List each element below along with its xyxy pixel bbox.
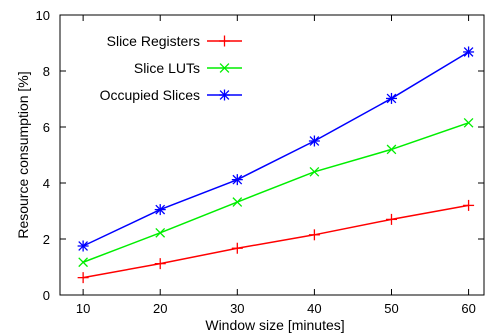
data-point (155, 227, 166, 238)
legend-label: Slice LUTs (134, 60, 200, 76)
data-point (231, 174, 243, 186)
data-point (77, 240, 89, 252)
x-axis-ticks: 10 20 30 40 50 60 (76, 15, 476, 316)
y-tick-label: 0 (43, 288, 50, 303)
data-point (309, 166, 320, 177)
legend-label: Occupied Slices (100, 87, 200, 103)
y-tick-label: 8 (43, 64, 50, 79)
y-tick-label: 2 (43, 232, 50, 247)
y-tick-label: 4 (43, 176, 50, 191)
data-point (463, 46, 475, 58)
y-tick-label: 6 (43, 120, 50, 135)
data-point (386, 144, 397, 155)
legend-marker (219, 35, 230, 47)
data-point (78, 257, 88, 268)
data-point (385, 213, 397, 225)
data-point (232, 197, 243, 207)
legend-marker (219, 63, 230, 73)
series-line-3 (82, 51, 469, 247)
legend-label: Slice Registers (107, 33, 200, 49)
plot-frame (59, 14, 485, 296)
series-line-2 (82, 122, 469, 263)
x-tick-label: 60 (461, 301, 475, 316)
x-tick-label: 40 (307, 301, 321, 316)
y-tick-label: 10 (36, 8, 50, 23)
x-tick-label: 10 (76, 301, 90, 316)
data-point (77, 272, 89, 284)
x-tick-label: 30 (230, 301, 244, 316)
series-line-1 (82, 204, 469, 279)
y-axis-ticks: 0 2 4 6 8 10 (36, 8, 484, 303)
x-tick-label: 50 (384, 301, 398, 316)
legend-marker (219, 89, 230, 101)
data-point (385, 92, 397, 104)
series-layer (77, 46, 475, 284)
x-tick-label: 20 (153, 301, 167, 316)
data-point (154, 204, 166, 216)
data-point (463, 199, 475, 211)
data-point (308, 135, 320, 147)
data-point (308, 229, 320, 241)
y-axis-label: Resource consumption [%] (15, 71, 31, 238)
data-point (231, 242, 243, 254)
legend: Slice Registers Slice LUTs Occupied Slices (100, 33, 242, 103)
data-point (463, 117, 474, 128)
x-axis-label: Window size [minutes] (205, 317, 344, 333)
data-point (154, 258, 166, 270)
